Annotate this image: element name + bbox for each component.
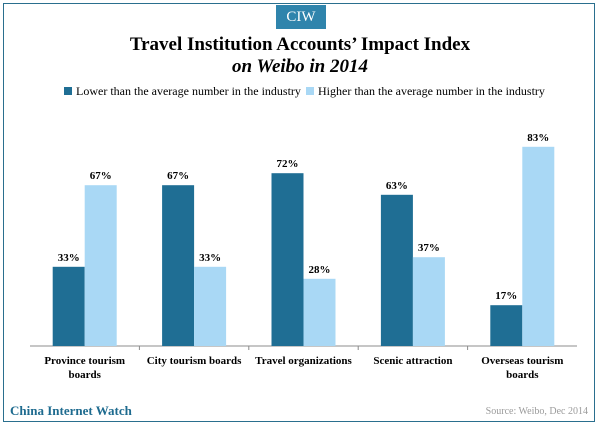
brand-footer: China Internet Watch (10, 403, 132, 418)
legend-label-higher: Higher than the average number in the in… (318, 83, 545, 98)
category-label-2: Travel organizations (255, 355, 352, 367)
chart-title: Travel Institution Accounts’ Impact Inde… (129, 34, 471, 55)
bar-lower-0 (52, 266, 85, 346)
bar-lower-1 (162, 185, 195, 346)
ciw-logo-badge: CIW (276, 5, 326, 29)
data-label-lower-4: 17% (495, 290, 517, 302)
data-label-lower-0: 33% (58, 252, 80, 264)
data-label-lower-2: 72% (277, 158, 299, 170)
category-label-1: City tourism boards (147, 355, 242, 367)
legend-item-higher: Higher than the average number in the in… (306, 84, 545, 98)
bar-lower-4 (490, 305, 523, 346)
bar-higher-3 (412, 257, 445, 346)
legend-swatch-higher (306, 87, 314, 95)
data-label-higher-0: 67% (90, 170, 112, 182)
legend-swatch-lower (64, 87, 72, 95)
source-note: Source: Weibo, Dec 2014 (485, 406, 588, 417)
data-label-lower-3: 63% (386, 180, 408, 192)
bar-higher-4 (522, 146, 555, 346)
category-label-3: Scenic attraction (373, 355, 452, 367)
category-label-0-line1: boards (68, 369, 101, 381)
bar-higher-0 (84, 185, 117, 346)
data-label-higher-1: 33% (199, 252, 221, 264)
bar-lower-2 (271, 173, 304, 346)
legend-label-lower: Lower than the average number in the ind… (76, 83, 301, 98)
data-label-higher-3: 37% (418, 242, 440, 254)
legend-item-lower: Lower than the average number in the ind… (64, 84, 301, 98)
data-label-higher-4: 83% (527, 132, 549, 144)
bar-lower-3 (380, 194, 413, 346)
category-label-4-line0: Overseas tourism (481, 355, 563, 367)
chart-subtitle: on Weibo in 2014 (231, 56, 368, 77)
bar-higher-1 (194, 266, 227, 346)
category-label-0-line0: Province tourism (44, 355, 125, 367)
data-label-higher-2: 28% (309, 264, 331, 276)
bar-higher-2 (303, 278, 336, 346)
data-label-lower-1: 67% (167, 170, 189, 182)
category-label-4-line1: boards (506, 369, 539, 381)
